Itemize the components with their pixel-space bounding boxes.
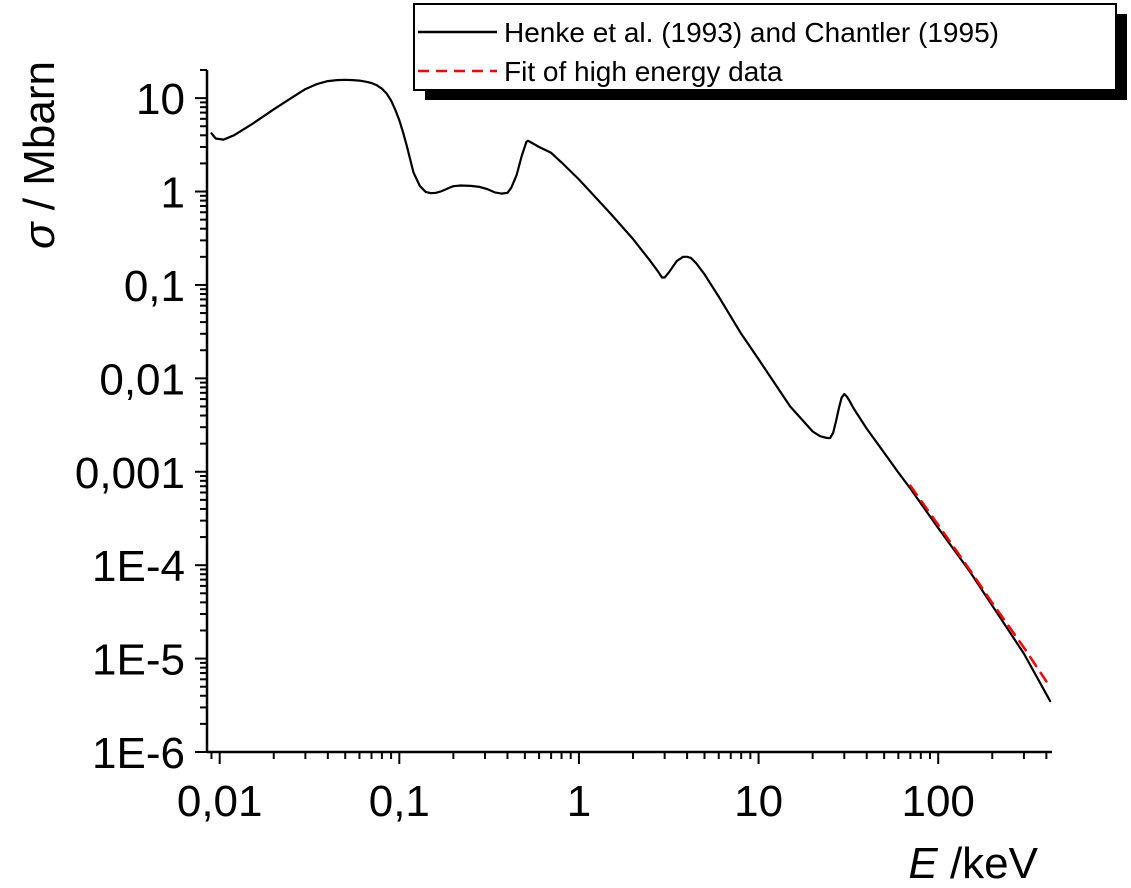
x-axis-unit: /keV — [938, 839, 1039, 888]
y-tick-label: 0,01 — [99, 355, 185, 404]
x-tick-label: 100 — [901, 777, 974, 826]
x-axis-title: E /keV — [908, 839, 1038, 888]
y-tick-label: 0,001 — [75, 449, 185, 498]
y-axis-unit: / Mbarn — [15, 61, 64, 222]
y-tick-label: 0,1 — [124, 262, 185, 311]
x-tick-label: 1 — [567, 777, 591, 826]
legend-label-henke: Henke et al. (1993) and Chantler (1995) — [504, 17, 999, 48]
legend-label-fit: Fit of high energy data — [504, 56, 783, 87]
legend: Henke et al. (1993) and Chantler (1995) … — [413, 3, 1127, 100]
x-tick-label: 0,01 — [177, 777, 263, 826]
y-tick-label: 1E-6 — [92, 729, 185, 778]
y-axis-title: σ / Mbarn — [15, 61, 64, 249]
y-tick-label: 1E-5 — [92, 636, 185, 685]
series-line-henke-chantler — [210, 78, 1052, 703]
y-ticks: 10 1 0,1 0,01 0,001 1E-4 1E-5 1E-6 — [75, 69, 207, 778]
x-axis-symbol: E — [908, 839, 938, 888]
x-tick-label: 0,1 — [369, 777, 430, 826]
series-line-high-energy-fit — [909, 484, 1048, 683]
x-ticks: 0,01 0,1 1 10 100 — [177, 752, 1048, 826]
legend-box — [413, 3, 1117, 91]
y-tick-label: 1 — [161, 169, 185, 218]
x-tick-label: 10 — [734, 777, 783, 826]
y-tick-label: 1E-4 — [92, 542, 185, 591]
y-axis-symbol: σ — [15, 221, 64, 249]
y-tick-label: 10 — [136, 75, 185, 124]
plot-area — [210, 78, 1052, 703]
